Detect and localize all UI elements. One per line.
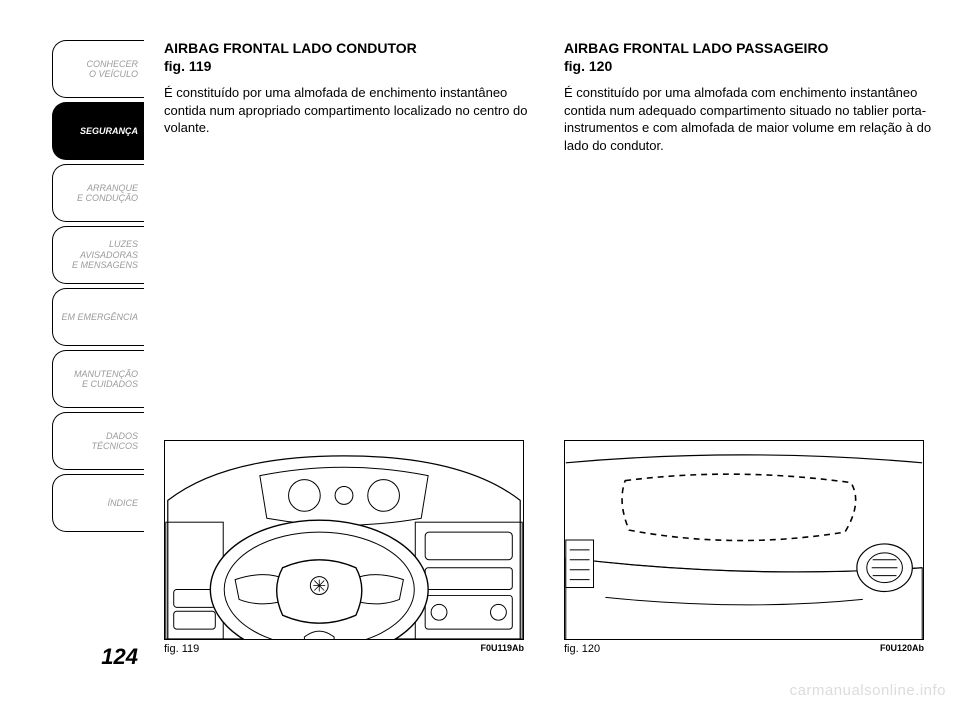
figure-119-caption: fig. 119 xyxy=(164,643,199,655)
figure-120: fig. 120 F0U120Ab xyxy=(564,440,924,655)
page-number: 124 xyxy=(52,644,144,670)
sidebar-item-conhecer[interactable]: CONHECERO VEÍCULO xyxy=(52,40,144,98)
sidebar-item-dados[interactable]: DADOSTÉCNICOS xyxy=(52,412,144,470)
sidebar-item-indice[interactable]: ÍNDICE xyxy=(52,474,144,532)
heading-left: AIRBAG FRONTAL LADO CONDUTOR xyxy=(164,40,534,56)
figref-left: fig. 119 xyxy=(164,58,534,74)
sidebar-item-arranque[interactable]: ARRANQUEE CONDUÇÃO xyxy=(52,164,144,222)
sidebar-item-label: LUZESAVISADORASE MENSAGENS xyxy=(72,239,138,270)
body-left: É constituído por uma almofada de enchim… xyxy=(164,84,534,137)
heading-right: AIRBAG FRONTAL LADO PASSAGEIRO xyxy=(564,40,934,56)
figure-120-code: F0U120Ab xyxy=(880,643,924,655)
sidebar-item-manutencao[interactable]: MANUTENÇÃOE CUIDADOS xyxy=(52,350,144,408)
watermark: carmanualsonline.info xyxy=(790,682,946,699)
figure-120-svg xyxy=(564,440,924,640)
sidebar-item-luzes[interactable]: LUZESAVISADORASE MENSAGENS xyxy=(52,226,144,284)
sidebar-item-seguranca[interactable]: SEGURANÇA xyxy=(52,102,144,160)
figure-119-code: F0U119Ab xyxy=(480,643,524,655)
sidebar: CONHECERO VEÍCULO SEGURANÇA ARRANQUEE CO… xyxy=(52,40,144,670)
figure-119: fig. 119 F0U119Ab xyxy=(164,440,524,655)
figref-right: fig. 120 xyxy=(564,58,934,74)
sidebar-item-label: DADOSTÉCNICOS xyxy=(91,431,138,452)
sidebar-item-label: ARRANQUEE CONDUÇÃO xyxy=(77,183,138,204)
sidebar-item-label: ÍNDICE xyxy=(107,498,138,508)
sidebar-item-emergencia[interactable]: EM EMERGÊNCIA xyxy=(52,288,144,346)
column-right: AIRBAG FRONTAL LADO PASSAGEIRO fig. 120 … xyxy=(564,40,934,154)
sidebar-item-label: CONHECERO VEÍCULO xyxy=(86,59,138,80)
figure-120-caption: fig. 120 xyxy=(564,643,600,655)
column-left: AIRBAG FRONTAL LADO CONDUTOR fig. 119 É … xyxy=(164,40,534,137)
sidebar-item-label: EM EMERGÊNCIA xyxy=(61,312,138,322)
figure-119-svg xyxy=(164,440,524,640)
content-area: AIRBAG FRONTAL LADO CONDUTOR fig. 119 É … xyxy=(144,40,922,670)
body-right: É constituído por uma almofada com enchi… xyxy=(564,84,934,154)
sidebar-item-label: SEGURANÇA xyxy=(80,126,138,136)
sidebar-item-label: MANUTENÇÃOE CUIDADOS xyxy=(74,369,138,390)
